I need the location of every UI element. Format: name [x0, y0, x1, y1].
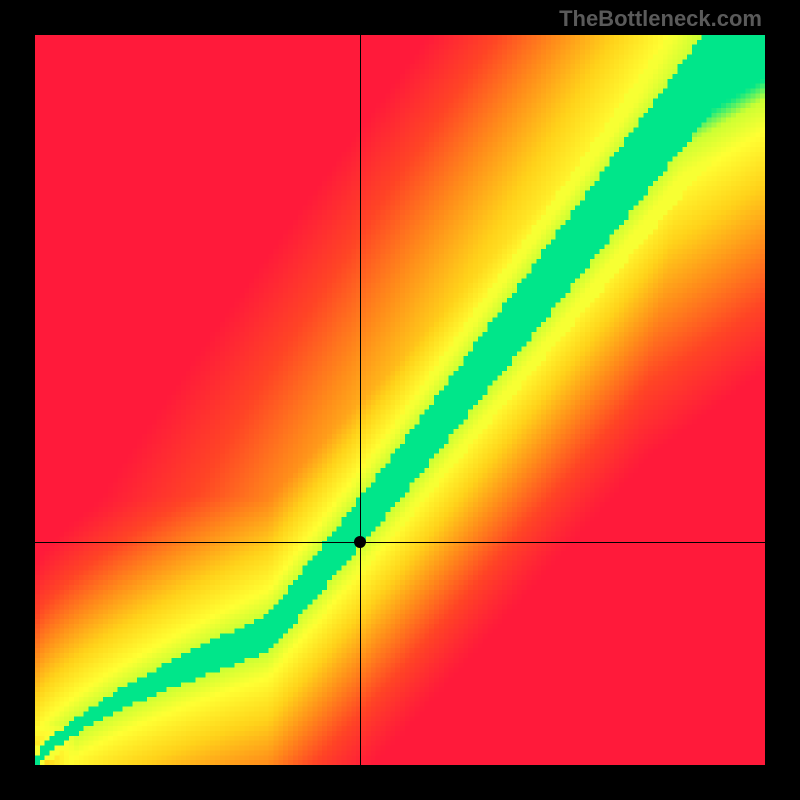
- watermark-text: TheBottleneck.com: [559, 6, 762, 32]
- bottleneck-heatmap: [35, 35, 765, 765]
- crosshair-marker: [354, 536, 366, 548]
- crosshair-vertical: [360, 35, 361, 765]
- heatmap-plot-area: [35, 35, 765, 765]
- crosshair-horizontal: [35, 542, 765, 543]
